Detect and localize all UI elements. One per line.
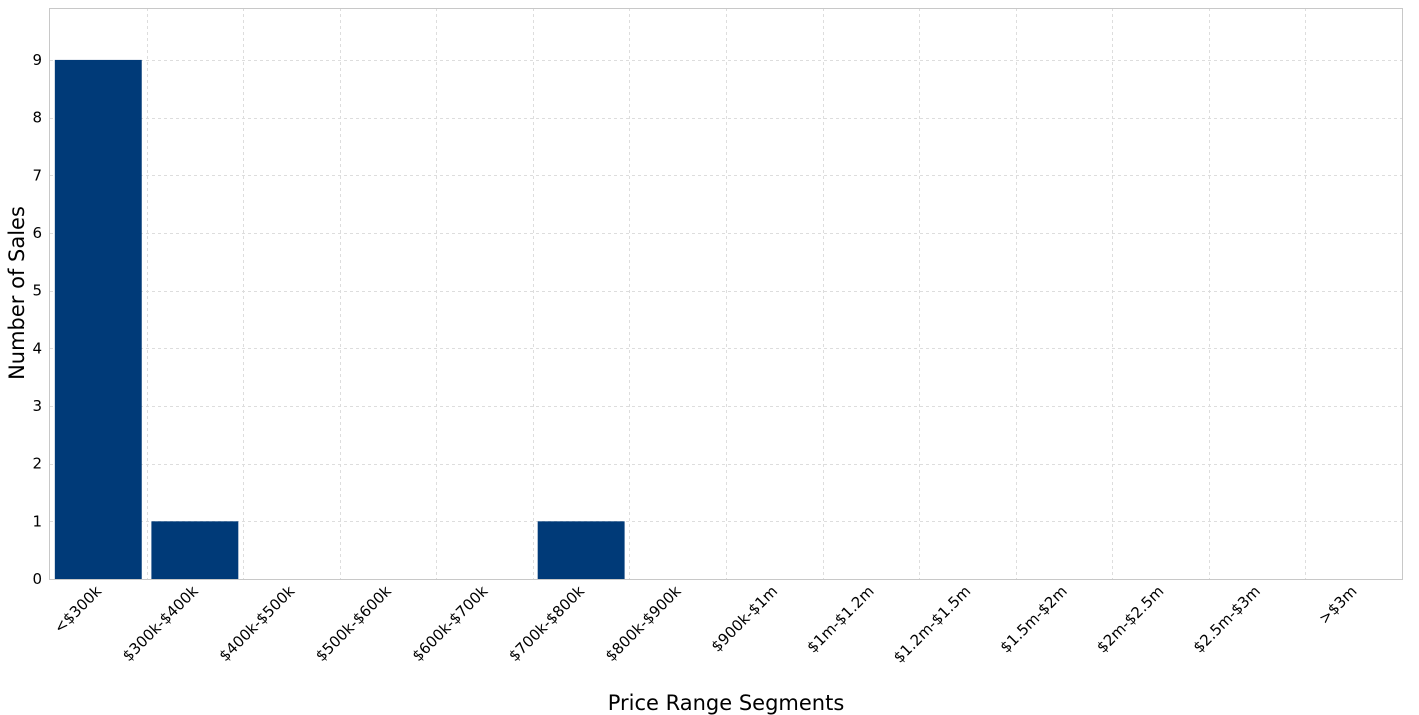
x-tick-label: $1.5m-$2m xyxy=(996,582,1070,656)
x-tick-label: >$3m xyxy=(1315,582,1360,627)
y-tick-label: 2 xyxy=(32,455,42,473)
y-axis-title: Number of Sales xyxy=(5,206,29,380)
y-tick-label: 6 xyxy=(32,224,42,242)
x-axis: <$300k $300k-$400k $400k-$500k $500k-$600k $… xyxy=(50,582,1360,667)
y-tick-label: 5 xyxy=(32,282,42,300)
x-tick-label: <$300k xyxy=(50,582,105,637)
plot-area xyxy=(49,8,1403,580)
x-tick-label: $1.2m-$1.5m xyxy=(890,582,974,666)
x-tick-label: $600k-$700k xyxy=(409,582,492,665)
y-tick-label: 8 xyxy=(32,109,42,127)
x-tick-label: $500k-$600k xyxy=(312,582,395,665)
bar xyxy=(151,521,239,579)
y-tick-label: 9 xyxy=(32,51,42,69)
x-tick-label: $2m-$2.5m xyxy=(1093,582,1167,656)
y-tick-label: 7 xyxy=(32,166,42,184)
x-tick-label: $1m-$1.2m xyxy=(803,582,877,656)
x-tick-label: $800k-$900k xyxy=(602,582,685,665)
bar xyxy=(54,59,142,579)
y-tick-label: 1 xyxy=(32,512,42,530)
x-tick-label: $2.5m-$3m xyxy=(1190,582,1264,656)
y-tick-label: 3 xyxy=(32,397,42,415)
grid-lines xyxy=(50,8,1402,579)
x-axis-title: Price Range Segments xyxy=(608,691,845,715)
x-tick-label: $900k-$1m xyxy=(708,582,782,656)
y-axis: 0 1 2 3 4 5 6 7 8 9 xyxy=(32,51,42,588)
x-tick-label: $700k-$800k xyxy=(505,582,588,665)
y-tick-label: 4 xyxy=(32,339,42,357)
y-tick-label: 0 xyxy=(32,570,42,588)
bar xyxy=(537,521,625,579)
bars xyxy=(54,59,625,579)
x-tick-label: $400k-$500k xyxy=(215,582,298,665)
x-tick-label: $300k-$400k xyxy=(119,582,202,665)
